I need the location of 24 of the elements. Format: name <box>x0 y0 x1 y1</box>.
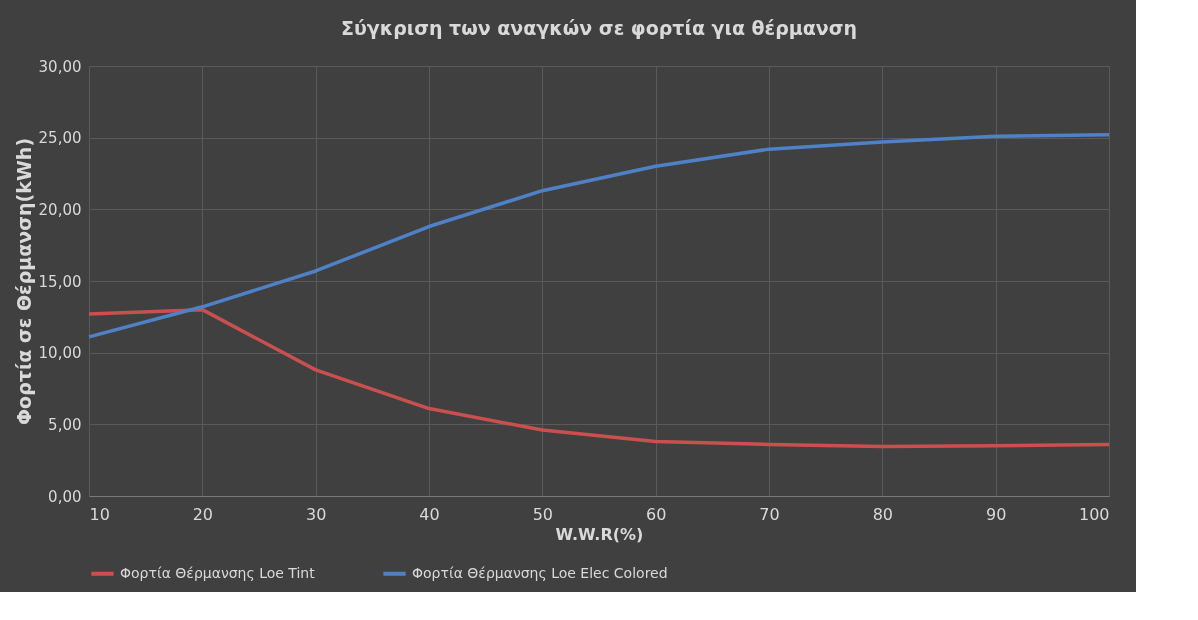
x-tick-label: 50 <box>532 504 554 524</box>
x-axis-title: W.W.R(%) <box>555 524 644 544</box>
line-series <box>87 307 1111 449</box>
x-tick-label: 30 <box>305 504 327 524</box>
x-tick-label: 100 <box>1078 504 1110 524</box>
legend-label: Φορτία Θέρμανσης Loe Elec Colored <box>412 564 668 581</box>
y-tick-label: 30,00 <box>38 57 82 76</box>
x-tick-label: 40 <box>419 504 440 524</box>
x-tick-label: 20 <box>192 504 214 524</box>
y-tick-label: 0,00 <box>48 487 82 506</box>
y-tick-label: 20,00 <box>38 200 82 219</box>
y-tick-label: 5,00 <box>48 415 82 434</box>
x-tick-label: 60 <box>645 504 667 524</box>
chart-title: Σύγκριση των αναγκών σε φορτία για θέρμανση <box>340 17 858 39</box>
x-tick-label: 80 <box>872 504 894 524</box>
x-tick-label: 90 <box>985 504 1007 524</box>
y-tick-label: 10,00 <box>38 344 82 363</box>
legend-label: Φορτία Θέρμανσης Loe Tint <box>120 564 316 581</box>
x-tick-label: 70 <box>759 504 780 524</box>
x-tick-label: 10 <box>89 504 110 524</box>
line-series <box>87 133 1111 339</box>
y-tick-label: 15,00 <box>38 272 82 291</box>
y-axis-title: Φορτία σε Θέρμανση(kWh) <box>12 137 35 426</box>
y-tick-label: 25,00 <box>38 129 82 148</box>
